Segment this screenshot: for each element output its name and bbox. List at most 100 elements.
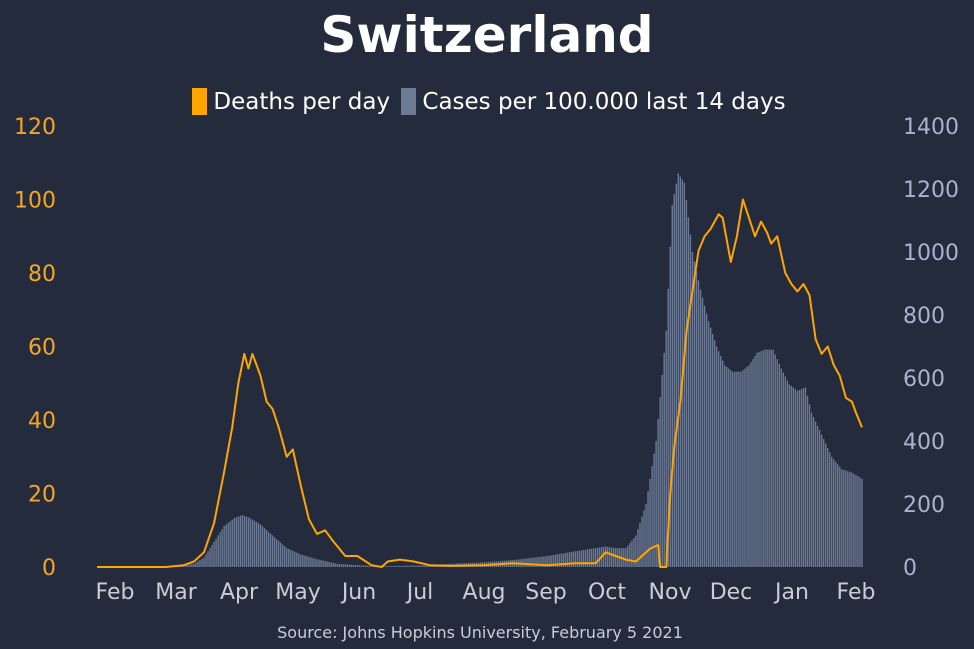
cases-bar [841, 469, 843, 567]
cases-bar [225, 524, 227, 567]
cases-bar [534, 557, 536, 567]
cases-bar [193, 563, 195, 567]
cases-bar [360, 565, 363, 567]
cases-bar [740, 371, 742, 567]
cases-bar [611, 547, 613, 567]
cases-bar [598, 547, 601, 567]
left-axis-tick: 100 [14, 189, 56, 214]
cases-bar [290, 549, 292, 567]
cases-bar [754, 355, 756, 567]
cases-bar [532, 557, 534, 567]
cases-bar [368, 565, 371, 567]
x-axis-tick: Oct [588, 580, 626, 605]
cases-bar [237, 516, 239, 567]
cases-bar [582, 549, 585, 567]
cases-bar [596, 547, 599, 567]
cases-bar [808, 404, 811, 567]
cases-bar [715, 346, 718, 567]
cases-bar [784, 376, 786, 567]
left-axis-tick: 20 [28, 483, 56, 508]
cases-bar [328, 561, 330, 567]
cases-bar [552, 554, 554, 567]
right-axis-tick: 200 [903, 493, 945, 518]
cases-bar [851, 472, 853, 567]
cases-bar [707, 321, 710, 567]
cases-bar [631, 540, 633, 567]
cases-bar [659, 396, 661, 567]
cases-bar [671, 204, 673, 567]
cases-bar [588, 549, 591, 567]
cases-bar [413, 565, 415, 567]
legend-deaths-label: Deaths per day [213, 89, 391, 115]
cases-bar [265, 529, 268, 567]
cases-bar [526, 558, 528, 567]
cases-bar [269, 533, 272, 567]
cases-bar [556, 554, 558, 567]
cases-bar [855, 475, 857, 567]
cases-bar [861, 478, 863, 567]
cases-bar [219, 532, 221, 567]
cases-bar [352, 564, 355, 567]
cases-bar [568, 552, 571, 567]
cases-bar [310, 557, 312, 567]
cases-bar [730, 370, 732, 568]
cases-bar [687, 217, 690, 567]
cases-bar [639, 522, 641, 567]
cases-bar [286, 548, 288, 567]
cases-bar [407, 565, 409, 567]
cases-bar [544, 556, 546, 567]
cases-bar [409, 565, 411, 567]
cases-bar [390, 566, 393, 567]
cases-bar [667, 288, 669, 567]
right-axis-tick: 1400 [903, 115, 959, 140]
cases-bar [824, 443, 827, 567]
cases-bar [770, 349, 772, 567]
cases-bar [316, 559, 318, 568]
cases-bar [203, 557, 205, 567]
cases-bar [564, 552, 566, 567]
cases-bar [738, 371, 740, 567]
cases-bar [211, 544, 213, 567]
cases-bar [277, 540, 280, 567]
right-axis-tick: 1200 [903, 178, 959, 203]
cases-bar [778, 363, 780, 567]
cases-bar [829, 452, 831, 567]
cases-bar [776, 359, 778, 567]
cases-bar [251, 519, 254, 567]
cases-bar [734, 371, 736, 567]
cases-bar [245, 516, 248, 567]
cases-bar [530, 557, 532, 567]
cases-bar [201, 558, 203, 567]
left-axis-tick: 0 [42, 556, 56, 581]
cases-bar [705, 313, 708, 567]
cases-bar [423, 565, 425, 567]
cases-bar [594, 548, 597, 567]
right-axis-tick: 0 [903, 556, 917, 581]
cases-bar [576, 550, 579, 567]
cases-bar [233, 518, 235, 567]
cases-bar [839, 466, 841, 567]
cases-bar [812, 417, 815, 567]
cases-bar [711, 333, 714, 567]
cases-bar [524, 558, 526, 567]
cases-bar [627, 545, 629, 567]
cases-bar [300, 554, 302, 567]
left-axis-tick: 80 [28, 262, 56, 287]
cases-bar [261, 526, 264, 567]
cases-bar [281, 544, 284, 567]
cases-bar [604, 546, 607, 567]
cases-bar [857, 476, 859, 567]
left-axis-tick: 60 [28, 336, 56, 361]
cases-bar [608, 547, 611, 567]
right-axis-tick: 800 [903, 304, 945, 329]
cases-bar [393, 565, 395, 567]
cases-bar [397, 565, 399, 567]
cases-bar [679, 176, 682, 567]
cases-bar [570, 551, 573, 567]
cases-bar [306, 556, 308, 567]
cases-bar [415, 565, 417, 567]
cases-bar [774, 354, 776, 568]
cases-bar [231, 519, 233, 567]
x-axis-tick: Aug [463, 580, 506, 605]
